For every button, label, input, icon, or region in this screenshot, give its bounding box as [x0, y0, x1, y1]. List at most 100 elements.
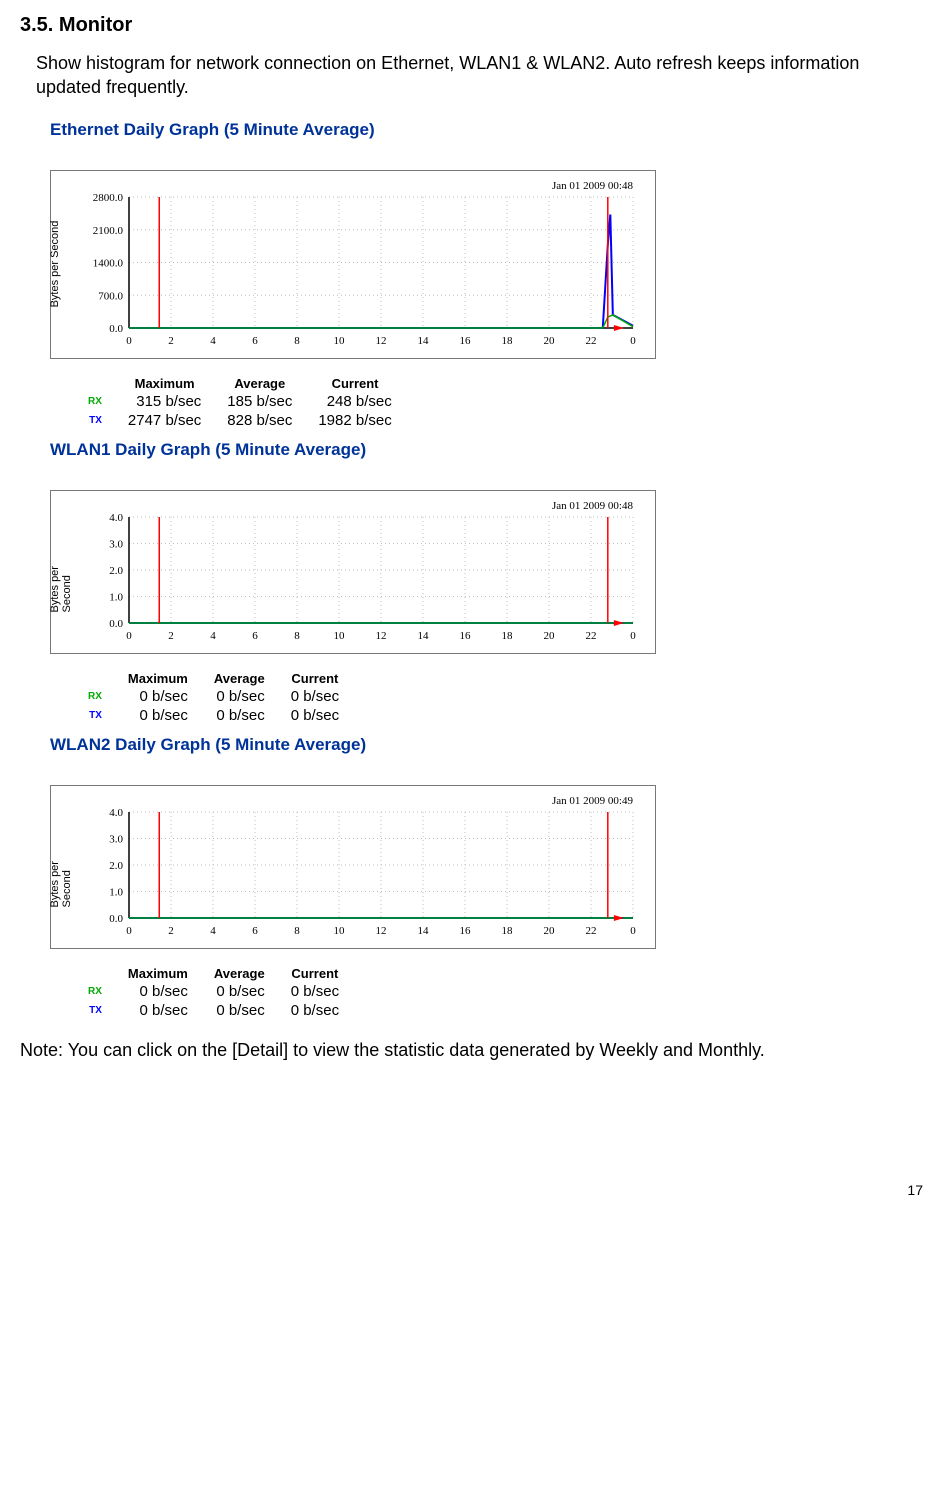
table-row: RX 315 b/sec 185 b/sec 248 b/sec	[80, 392, 410, 411]
xtick-label: 0	[126, 925, 132, 937]
tx-label: TX	[80, 411, 120, 430]
ytick-label: 1.0	[109, 886, 123, 898]
xtick-label: 14	[418, 630, 430, 642]
ytick-label: 0.0	[109, 323, 123, 335]
table-row: RX 0 b/sec 0 b/sec 0 b/sec	[80, 982, 357, 1001]
ytick-label: 700.0	[98, 290, 123, 302]
rx-cur: 0 b/sec	[283, 982, 357, 1001]
chart-wlan2: Jan 01 2009 00:494.03.02.01.00.002468101…	[57, 792, 647, 942]
tx-avg: 828 b/sec	[219, 411, 310, 430]
graph-title-wlan2: WLAN2 Daily Graph (5 Minute Average)	[50, 735, 923, 755]
rx-max: 0 b/sec	[120, 982, 206, 1001]
xtick-label: 22	[586, 630, 597, 642]
xtick-label: 16	[460, 335, 472, 347]
rx-max: 0 b/sec	[120, 687, 206, 706]
tx-cur: 1982 b/sec	[310, 411, 409, 430]
xtick-label: 20	[544, 925, 556, 937]
xtick-label: 12	[376, 335, 387, 347]
stats-header-avg: Average	[219, 374, 310, 392]
ytick-label: 1.0	[109, 591, 123, 603]
tx-cur: 0 b/sec	[283, 1001, 357, 1020]
ytick-label: 0.0	[109, 618, 123, 630]
tx-max: 2747 b/sec	[120, 411, 219, 430]
ytick-label: 3.0	[109, 538, 123, 550]
xtick-label: 6	[252, 925, 258, 937]
xtick-label: 12	[376, 630, 387, 642]
rx-max: 315 b/sec	[120, 392, 219, 411]
stats-table-ethernet: Maximum Average Current RX 315 b/sec 185…	[80, 374, 410, 430]
arrow-icon	[614, 325, 624, 331]
stats-table-wlan1: Maximum Average Current RX 0 b/sec 0 b/s…	[80, 669, 357, 725]
ytick-label: 2100.0	[93, 224, 124, 236]
stats-header-cur: Current	[283, 964, 357, 982]
xtick-label: 20	[544, 335, 556, 347]
xtick-label: 18	[502, 335, 514, 347]
xtick-label: 10	[334, 335, 346, 347]
chart-box-ethernet: Bytes per Second Jan 01 2009 00:482800.0…	[50, 170, 656, 359]
xtick-label: 18	[502, 925, 514, 937]
chart-wlan1: Jan 01 2009 00:484.03.02.01.00.002468101…	[57, 497, 647, 647]
stats-header-max: Maximum	[120, 374, 219, 392]
stats-header-avg: Average	[206, 669, 283, 687]
rx-cur: 0 b/sec	[283, 687, 357, 706]
tx-avg: 0 b/sec	[206, 706, 283, 725]
stats-header-cur: Current	[283, 669, 357, 687]
xtick-label: 14	[418, 925, 430, 937]
xtick-label: 20	[544, 630, 556, 642]
tx-label: TX	[80, 1001, 120, 1020]
xtick-label: 8	[294, 630, 300, 642]
rx-label: RX	[80, 687, 120, 706]
yaxis-label: Bytes per Second	[49, 221, 61, 308]
yaxis-label: Bytes per Second	[49, 826, 73, 907]
rx-label: RX	[80, 392, 120, 411]
xtick-label: 16	[460, 925, 472, 937]
stats-header-max: Maximum	[120, 669, 206, 687]
xtick-label: 4	[210, 925, 216, 937]
xtick-label: 22	[586, 925, 597, 937]
chart-timestamp: Jan 01 2009 00:48	[552, 500, 633, 512]
table-row: TX 0 b/sec 0 b/sec 0 b/sec	[80, 706, 357, 725]
section-note: Note: You can click on the [Detail] to v…	[20, 1038, 923, 1062]
chart-box-wlan2: Bytes per Second Jan 01 2009 00:494.03.0…	[50, 785, 656, 949]
ytick-label: 2.0	[109, 860, 123, 872]
xtick-label: 0	[630, 630, 636, 642]
xtick-label: 0	[126, 335, 132, 347]
xtick-label: 2	[168, 630, 174, 642]
rx-label: RX	[80, 982, 120, 1001]
xtick-label: 4	[210, 630, 216, 642]
xtick-label: 10	[334, 925, 346, 937]
graph-title-ethernet: Ethernet Daily Graph (5 Minute Average)	[50, 120, 923, 140]
table-row: TX 0 b/sec 0 b/sec 0 b/sec	[80, 1001, 357, 1020]
xtick-label: 8	[294, 925, 300, 937]
graph-title-wlan1: WLAN1 Daily Graph (5 Minute Average)	[50, 440, 923, 460]
xtick-label: 12	[376, 925, 387, 937]
ytick-label: 4.0	[109, 807, 123, 819]
ytick-label: 4.0	[109, 512, 123, 524]
tx-cur: 0 b/sec	[283, 706, 357, 725]
ytick-label: 2.0	[109, 565, 123, 577]
xtick-label: 0	[126, 630, 132, 642]
table-row: TX 2747 b/sec 828 b/sec 1982 b/sec	[80, 411, 410, 430]
section-heading: 3.5. Monitor	[20, 14, 923, 37]
xtick-label: 22	[586, 335, 597, 347]
section-number: 3.5.	[20, 14, 53, 36]
xtick-label: 2	[168, 925, 174, 937]
stats-header-avg: Average	[206, 964, 283, 982]
ytick-label: 3.0	[109, 833, 123, 845]
xtick-label: 10	[334, 630, 346, 642]
section-title-text: Monitor	[59, 14, 132, 36]
yaxis-label: Bytes per Second	[49, 531, 73, 612]
tx-line	[129, 214, 633, 328]
xtick-label: 16	[460, 630, 472, 642]
chart-ethernet: Jan 01 2009 00:482800.02100.01400.0700.0…	[57, 177, 647, 352]
tx-max: 0 b/sec	[120, 706, 206, 725]
stats-table-wlan2: Maximum Average Current RX 0 b/sec 0 b/s…	[80, 964, 357, 1020]
page-number: 17	[907, 1182, 923, 1198]
table-row: RX 0 b/sec 0 b/sec 0 b/sec	[80, 687, 357, 706]
stats-header-max: Maximum	[120, 964, 206, 982]
rx-avg: 0 b/sec	[206, 687, 283, 706]
stats-header-cur: Current	[310, 374, 409, 392]
xtick-label: 8	[294, 335, 300, 347]
chart-timestamp: Jan 01 2009 00:48	[552, 180, 633, 192]
chart-box-wlan1: Bytes per Second Jan 01 2009 00:48 4.0 3.0…	[50, 490, 656, 654]
